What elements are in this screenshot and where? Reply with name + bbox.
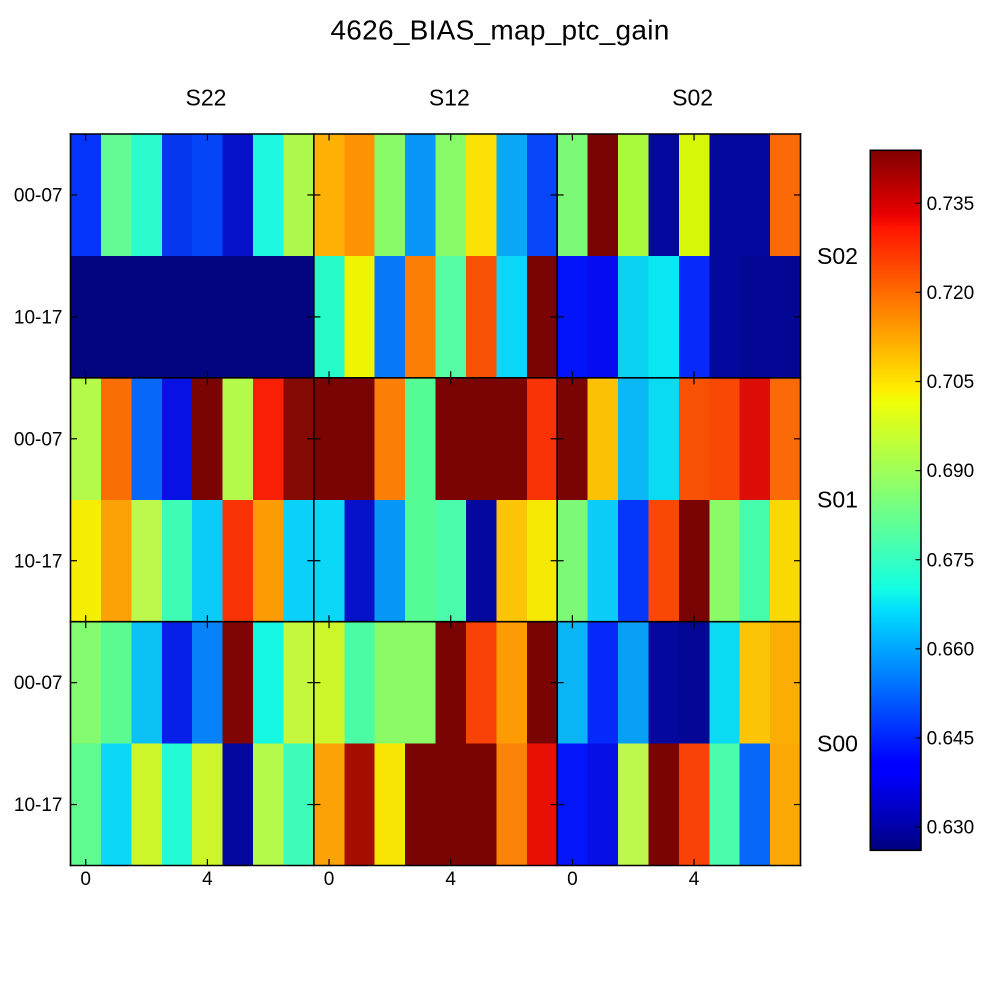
svg-text:S22: S22 <box>186 85 227 111</box>
svg-text:S00: S00 <box>817 731 858 757</box>
svg-text:4: 4 <box>445 869 456 890</box>
svg-text:00-07: 00-07 <box>14 673 63 694</box>
svg-text:0: 0 <box>324 869 335 890</box>
svg-text:0: 0 <box>567 869 578 890</box>
svg-text:S01: S01 <box>817 487 858 513</box>
svg-text:0: 0 <box>80 869 91 890</box>
svg-text:0.720: 0.720 <box>927 283 975 304</box>
svg-text:0.690: 0.690 <box>927 461 975 482</box>
svg-text:0.630: 0.630 <box>927 818 975 839</box>
svg-text:10-17: 10-17 <box>14 308 63 329</box>
svg-text:10-17: 10-17 <box>14 551 63 572</box>
svg-text:00-07: 00-07 <box>14 429 63 450</box>
svg-text:0.645: 0.645 <box>927 729 975 750</box>
svg-text:S02: S02 <box>672 85 713 111</box>
svg-text:10-17: 10-17 <box>14 795 63 816</box>
svg-text:00-07: 00-07 <box>14 186 63 207</box>
svg-text:4: 4 <box>202 869 213 890</box>
svg-text:0.705: 0.705 <box>927 372 975 393</box>
svg-text:4: 4 <box>689 869 700 890</box>
svg-text:0.735: 0.735 <box>927 194 975 215</box>
svg-text:0.660: 0.660 <box>927 639 975 660</box>
svg-text:0.675: 0.675 <box>927 550 975 571</box>
svg-text:S02: S02 <box>817 243 858 269</box>
svg-text:4626_BIAS_map_ptc_gain: 4626_BIAS_map_ptc_gain <box>330 15 669 46</box>
svg-text:S12: S12 <box>429 85 470 111</box>
